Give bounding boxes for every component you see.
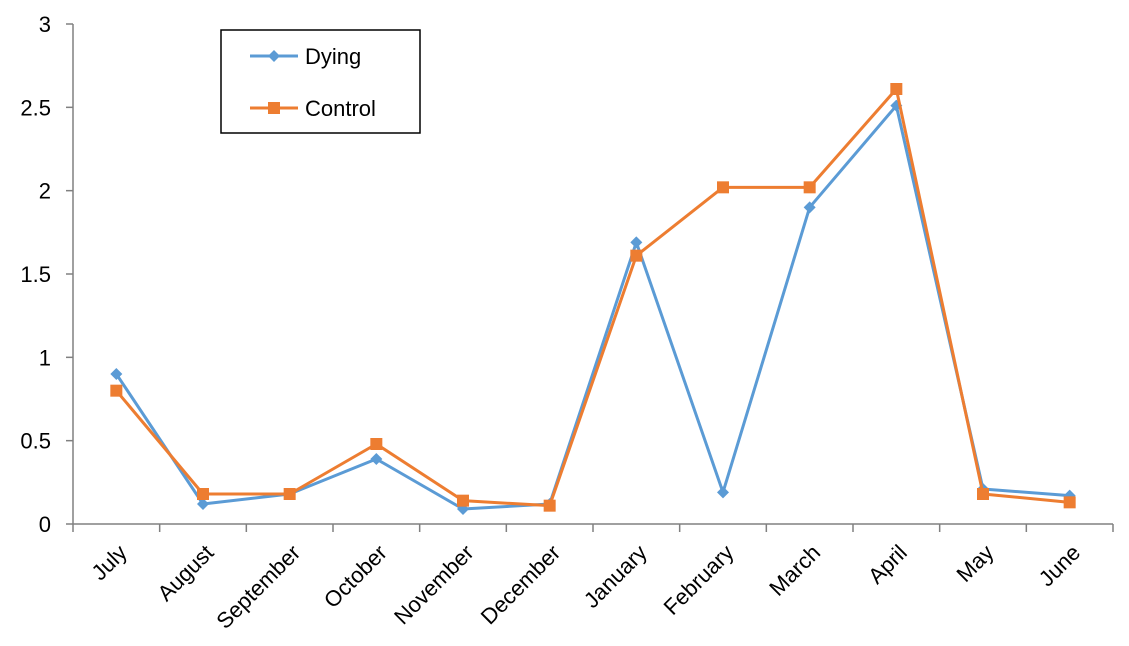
data-point-dying (630, 236, 643, 249)
legend: Dying Control (220, 29, 421, 134)
x-tick-label: October (319, 540, 392, 613)
data-point-control (543, 499, 556, 512)
legend-label-dying: Dying (305, 44, 361, 69)
data-point-dying (803, 201, 816, 214)
y-tick-label: 1 (39, 345, 51, 370)
data-point-control (457, 494, 469, 507)
y-tick-label: 0 (39, 512, 51, 537)
data-point-control (717, 181, 729, 194)
x-tick-label: April (863, 540, 912, 589)
x-tick-label: December (476, 540, 565, 629)
y-tick-label: 3 (39, 12, 51, 37)
x-tick-label: July (87, 540, 132, 585)
data-point-control (283, 488, 296, 500)
data-point-control (890, 83, 903, 95)
y-tick-label: 1.5 (20, 262, 51, 287)
series-layer (110, 83, 1076, 515)
x-tick-label: August (152, 540, 218, 606)
data-point-control (1063, 496, 1076, 509)
data-point-control (977, 488, 989, 500)
legend-label-control: Control (305, 96, 376, 121)
legend-marker-dying (268, 50, 280, 62)
data-point-control (197, 488, 209, 500)
series-control (110, 83, 1076, 512)
legend-marker-control (268, 102, 280, 114)
x-tick-label: September (211, 540, 305, 634)
series-line-dying (115, 104, 1070, 511)
y-tick-label: 2 (39, 179, 51, 204)
data-point-control (110, 384, 123, 397)
y-tick-label: 0.5 (20, 429, 51, 454)
data-point-control (370, 438, 383, 450)
data-point-dying (197, 498, 209, 510)
x-tick-label: March (764, 540, 825, 601)
x-tick-label: June (1034, 540, 1085, 591)
legend-box (220, 29, 421, 134)
data-point-dying (370, 453, 383, 465)
x-tick-label: February (659, 540, 739, 620)
data-point-control (630, 249, 643, 262)
x-tick-label: May (951, 540, 998, 587)
series-dying (110, 99, 1076, 515)
data-point-dying (717, 486, 729, 499)
y-axis-ticks: 0 0.5 1 1.5 2 2.5 3 (20, 12, 73, 537)
x-tick-label: November (389, 540, 478, 629)
series-line-control (115, 87, 1070, 508)
x-tick-label: January (579, 540, 652, 613)
data-point-control (803, 181, 816, 194)
y-tick-label: 2.5 (20, 95, 51, 120)
data-point-dying (110, 368, 123, 380)
